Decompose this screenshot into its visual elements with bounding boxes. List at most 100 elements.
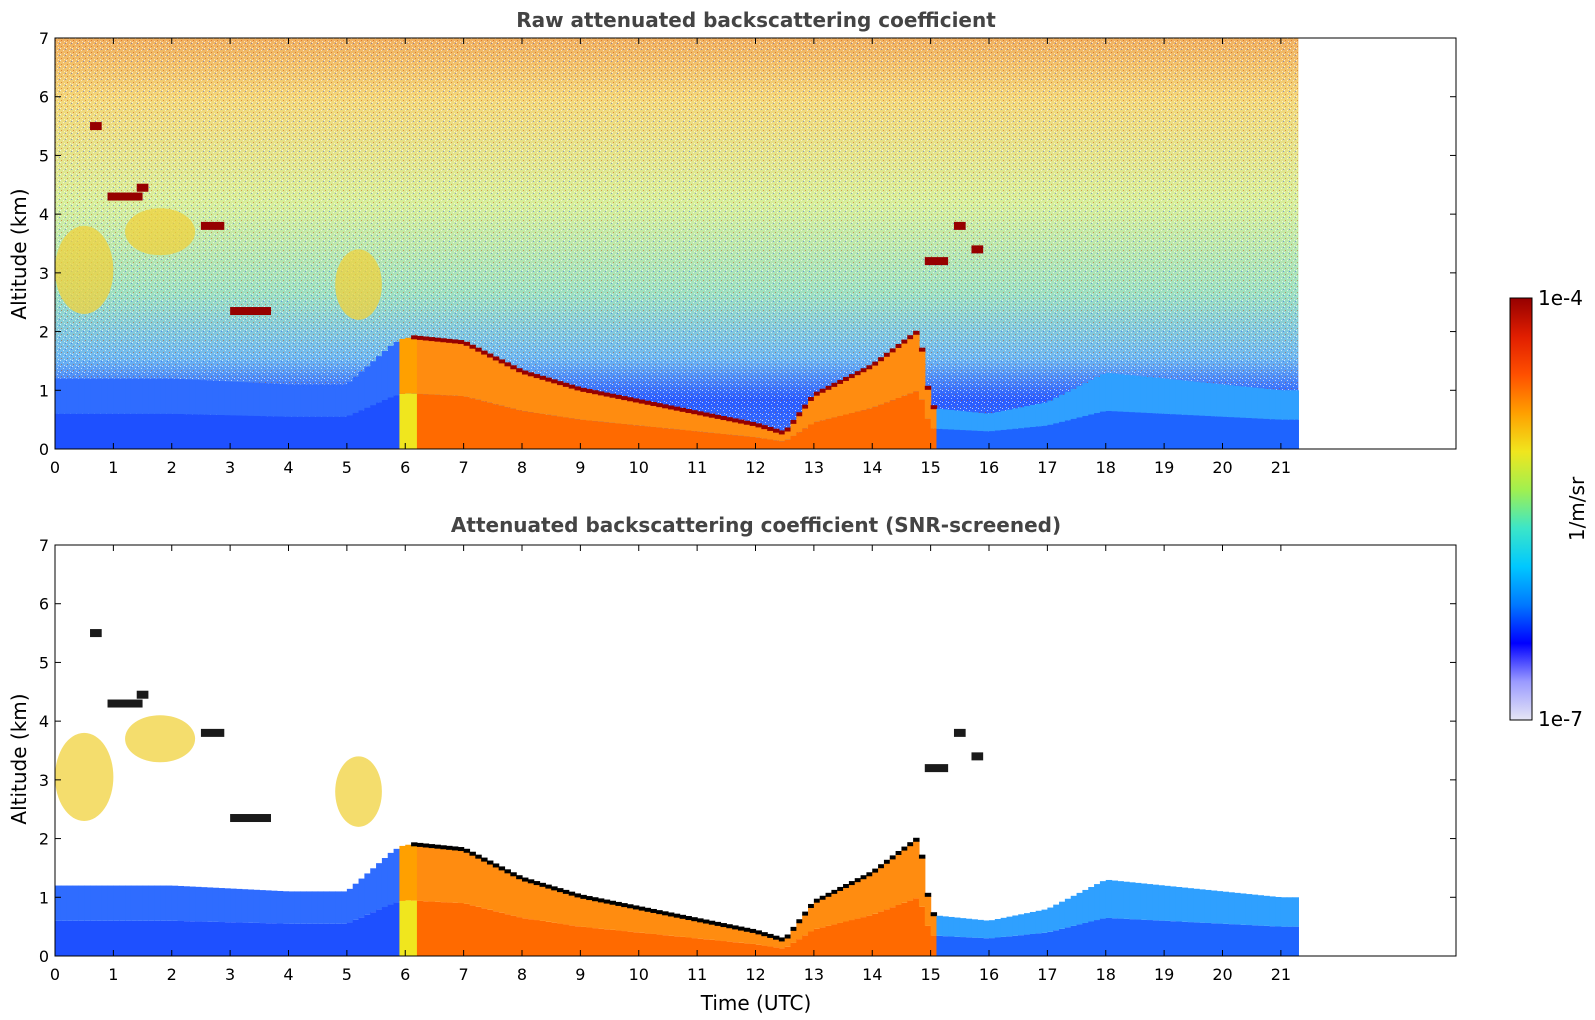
cloud-base-line (924, 385, 932, 390)
boundary-layer-column (627, 907, 634, 932)
boundary-layer-column (282, 923, 290, 956)
cloud-base-line (901, 339, 908, 344)
boundary-layer-column (206, 414, 214, 449)
boundary-layer-column (270, 416, 278, 449)
boundary-layer-column (154, 413, 161, 449)
boundary-layer-column (983, 938, 990, 956)
boundary-layer-column (965, 411, 973, 431)
boundary-layer-column (218, 922, 225, 956)
boundary-layer-column (160, 413, 167, 449)
boundary-layer-column (235, 922, 243, 956)
cloud-base-line (411, 335, 418, 340)
boundary-layer-column (486, 909, 494, 956)
boundary-layer-column (872, 871, 879, 914)
boundary-layer-column (913, 898, 920, 956)
boundary-layer-column (469, 398, 476, 449)
boundary-layer-column (936, 935, 943, 956)
boundary-layer-column (854, 411, 862, 449)
boundary-layer-column (755, 426, 762, 438)
boundary-layer-column (743, 436, 751, 449)
boundary-layer-column (977, 430, 984, 449)
boundary-layer-column (825, 925, 832, 956)
boundary-layer-column (1047, 400, 1054, 425)
boundary-layer-column (726, 927, 733, 942)
boundary-layer-column (551, 382, 558, 416)
screened-panel-title: Attenuated backscattering coefficient (S… (451, 513, 1061, 537)
boundary-layer-column (1041, 909, 1048, 933)
boundary-layer-column (936, 408, 943, 429)
boundary-layer-column (72, 413, 79, 449)
boundary-layer-column (1123, 411, 1130, 449)
boundary-layer-column (411, 845, 418, 901)
boundary-layer-column (878, 404, 885, 449)
screened-plot-area: 0 1 2 3 4 5 6 7 8 9 10 11 12 13 14 15 16 17 18 19 20 21012345… (39, 536, 1457, 984)
x-tick-label: 1 (108, 458, 118, 477)
boundary-layer-column (1146, 884, 1154, 921)
boundary-layer-column (142, 378, 149, 414)
boundary-layer-column (253, 415, 260, 449)
boundary-layer-column (428, 901, 436, 956)
boundary-layer-column (778, 948, 786, 956)
raw-y-axis-label: Altitude (km) (7, 188, 31, 319)
boundary-layer-column (726, 420, 733, 435)
boundary-layer-column (1240, 417, 1247, 449)
cloud-base-line (813, 391, 821, 396)
cloud-base-line (422, 843, 430, 848)
boundary-layer-column (492, 911, 500, 956)
boundary-layer-column (510, 368, 517, 409)
boundary-layer-column (1169, 921, 1177, 956)
boundary-layer-column (1222, 891, 1229, 924)
boundary-layer-column (1047, 424, 1054, 449)
boundary-layer-column (533, 884, 541, 921)
boundary-layer-column (341, 384, 348, 417)
boundary-layer-column (749, 931, 757, 944)
cloud-base-line (650, 908, 657, 913)
boundary-layer-column (1076, 385, 1083, 418)
boundary-layer-column (592, 393, 599, 422)
x-tick-label: 13 (804, 458, 824, 477)
cloud-base-line (778, 430, 786, 435)
boundary-layer-column (399, 338, 406, 394)
boundary-layer-column (1257, 388, 1264, 419)
cloud-base-line (486, 860, 494, 865)
boundary-layer-column (90, 413, 97, 449)
boundary-layer-column (878, 360, 885, 405)
cloud-base-line (767, 426, 774, 431)
boundary-layer-column (119, 413, 126, 449)
boundary-layer-column (224, 888, 231, 923)
boundary-layer-column (767, 429, 774, 440)
boundary-layer-column (848, 920, 856, 956)
y-tick-label: 1 (39, 888, 49, 907)
boundary-layer-column (346, 381, 354, 416)
boundary-layer-column (481, 860, 488, 909)
boundary-layer-column (714, 924, 722, 941)
boundary-layer-column (720, 941, 727, 956)
boundary-layer-column (989, 431, 996, 449)
x-tick-label: 21 (1271, 458, 1291, 477)
boundary-layer-column (866, 408, 873, 449)
boundary-layer-column (971, 919, 978, 938)
boundary-layer-column (1199, 889, 1206, 923)
boundary-layer-column (1123, 374, 1130, 412)
boundary-layer-column (989, 413, 996, 432)
boundary-layer-column (767, 946, 774, 956)
boundary-layer-column (883, 402, 891, 449)
boundary-layer-column (1082, 922, 1089, 956)
boundary-layer-column (90, 920, 97, 956)
boundary-layer-column (358, 371, 365, 411)
x-tick-label: 18 (1096, 965, 1116, 984)
boundary-layer-column (300, 384, 307, 417)
boundary-layer-column (971, 937, 978, 956)
boundary-layer-column (784, 430, 792, 440)
boundary-layer-column (948, 916, 955, 937)
cloud-base-line (743, 420, 751, 425)
boundary-layer-column (942, 409, 949, 430)
cloud-base-line (708, 413, 716, 418)
cloud-base-line (568, 384, 576, 389)
x-axis-label: Time (UTC) (700, 991, 812, 1015)
boundary-layer-column (1210, 923, 1218, 956)
boundary-layer-column (288, 416, 295, 449)
cloud-base-line (481, 350, 488, 355)
boundary-layer-column (924, 418, 932, 449)
boundary-layer-column (177, 920, 185, 956)
